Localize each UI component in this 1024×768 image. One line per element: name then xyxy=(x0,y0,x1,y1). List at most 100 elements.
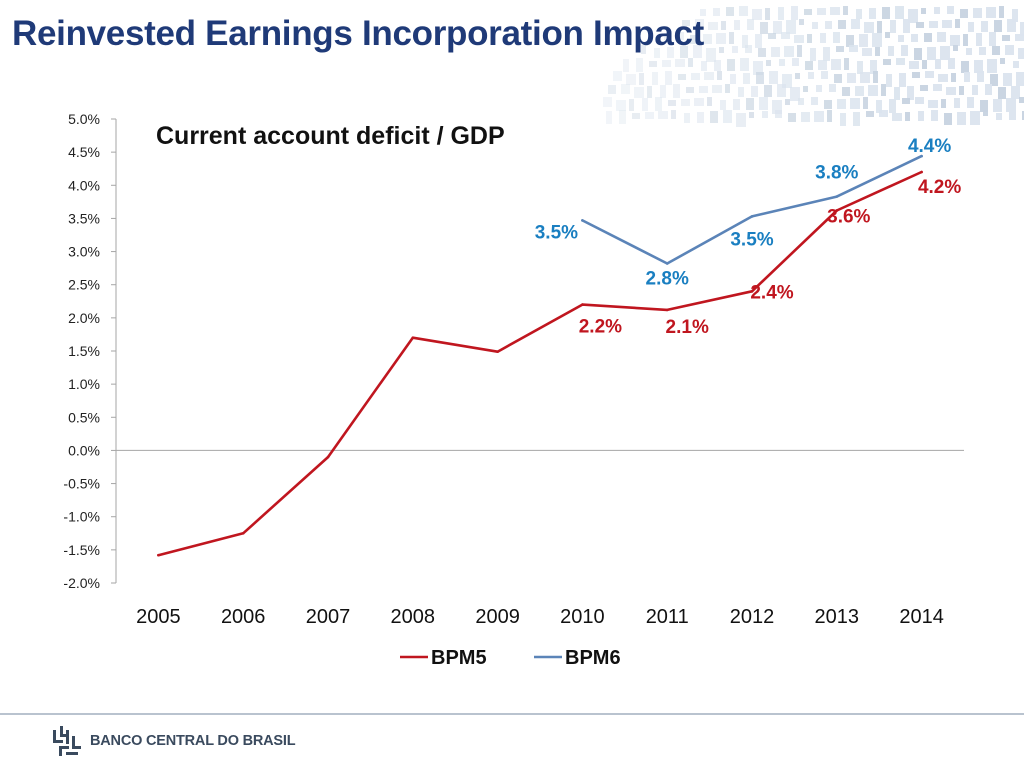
decoration-tile xyxy=(821,71,828,79)
decoration-tile xyxy=(655,97,662,111)
decoration-tile xyxy=(940,46,950,60)
decoration-tile xyxy=(803,86,808,92)
decoration-tile xyxy=(688,58,693,67)
decoration-tile xyxy=(734,20,740,30)
decoration-tile xyxy=(985,84,992,95)
decoration-tile xyxy=(928,100,938,108)
slide-title: Reinvested Earnings Incorporation Impact xyxy=(12,14,705,53)
decoration-tile xyxy=(756,72,764,84)
decoration-tile xyxy=(869,8,876,19)
y-axis: 5.0% 4.5% 4.0% 3.5% 3.0% 2.5% 2.0% 1.5% 1.0% 0.5%… xyxy=(63,111,117,591)
x-axis: 2005 2006 2007 2008 2009 2010 2011 2012 2013 2014 xyxy=(116,449,964,628)
decoration-tile xyxy=(847,73,856,83)
decoration-tile xyxy=(703,34,712,44)
y-tick-label: 3.5% xyxy=(68,210,100,226)
data-point-bpm5 xyxy=(241,531,245,535)
decoration-tile xyxy=(837,99,846,109)
y-tick-label: 4.5% xyxy=(68,144,100,160)
decoration-tile xyxy=(866,111,874,117)
decoration-tile xyxy=(708,22,718,30)
decoration-tile xyxy=(838,20,846,29)
decoration-tile xyxy=(1013,61,1019,68)
decoration-tile xyxy=(850,98,860,109)
decoration-tile xyxy=(779,59,785,66)
decoration-tile xyxy=(922,60,927,69)
decoration-tile xyxy=(993,99,1002,112)
decoration-tile xyxy=(647,86,652,98)
decoration-tile xyxy=(700,9,706,16)
decoration-tile xyxy=(860,72,870,83)
decoration-tile xyxy=(983,110,988,116)
decoration-tile xyxy=(1002,35,1010,41)
x-tick-label: 2007 xyxy=(306,606,351,628)
decoration-tile xyxy=(915,97,924,104)
x-tick-label: 2006 xyxy=(221,606,266,628)
decoration-tile xyxy=(942,20,952,28)
y-tick-label: -1.0% xyxy=(63,509,100,525)
decoration-tile xyxy=(720,100,726,110)
decoration-tile xyxy=(680,46,688,58)
decoration-tile xyxy=(719,47,724,53)
data-label-bpm5: 2.1% xyxy=(666,317,709,338)
y-tick-label: 2.5% xyxy=(68,277,100,293)
decoration-tile xyxy=(727,59,735,71)
decoration-tile xyxy=(684,113,690,123)
decoration-tile xyxy=(909,61,919,69)
decoration-tile xyxy=(658,111,668,119)
decoration-tile xyxy=(894,87,900,100)
decoration-tile xyxy=(743,73,750,84)
decoration-tile xyxy=(616,100,626,111)
decoration-tile xyxy=(948,58,955,69)
decoration-tile xyxy=(804,9,812,15)
decoration-tile xyxy=(725,84,730,93)
decoration-tile xyxy=(775,110,782,118)
decoration-tile xyxy=(768,33,776,39)
decoration-tile xyxy=(792,58,799,66)
decoration-tile xyxy=(1000,58,1005,64)
decoration-tile xyxy=(857,61,863,74)
decoration-tile xyxy=(814,111,824,122)
data-label-bpm6: 3.8% xyxy=(815,163,858,184)
decoration-tile xyxy=(1015,34,1024,41)
decoration-tile xyxy=(892,113,902,121)
decoration-tile xyxy=(641,45,646,54)
decoration-tile xyxy=(764,85,772,97)
decoration-tile xyxy=(738,87,744,97)
x-tick-label: 2010 xyxy=(560,606,605,628)
data-point-bpm5 xyxy=(411,336,415,340)
decoration-tile xyxy=(797,45,802,57)
decoration-tile xyxy=(777,84,786,97)
decoration-tile xyxy=(697,112,704,123)
decoration-tile xyxy=(994,20,1002,32)
decoration-tile xyxy=(660,85,666,98)
decoration-tile xyxy=(1005,45,1014,55)
decoration-tile xyxy=(992,46,1000,55)
decoration-tile xyxy=(795,73,800,79)
header-decoration xyxy=(603,6,1024,127)
decoration-tile xyxy=(890,20,896,33)
decoration-tile xyxy=(844,58,849,70)
decoration-tile xyxy=(742,35,748,48)
decoration-tile xyxy=(691,73,700,80)
chart-title: Current account deficit / GDP xyxy=(156,122,505,150)
decoration-tile xyxy=(1020,22,1024,36)
data-point-bpm5 xyxy=(665,308,669,312)
decoration-tile xyxy=(872,33,882,47)
decoration-tile xyxy=(973,8,982,18)
decoration-tile xyxy=(629,99,634,111)
decoration-tile xyxy=(825,21,832,29)
decoration-tile xyxy=(623,59,629,72)
decoration-tile xyxy=(1022,111,1024,120)
decoration-tile xyxy=(950,35,960,46)
decoration-tile xyxy=(634,87,644,98)
decoration-tile xyxy=(632,113,640,119)
legend: BPM5 BPM6 xyxy=(400,647,621,669)
decoration-tile xyxy=(846,35,854,47)
decoration-tile xyxy=(681,99,690,106)
decoration-tile xyxy=(726,7,734,16)
data-point-bpm6 xyxy=(920,154,923,158)
decoration-tile xyxy=(682,20,690,26)
decoration-tile xyxy=(824,100,832,109)
decoration-tile xyxy=(760,22,768,34)
decoration-tile xyxy=(820,33,826,43)
